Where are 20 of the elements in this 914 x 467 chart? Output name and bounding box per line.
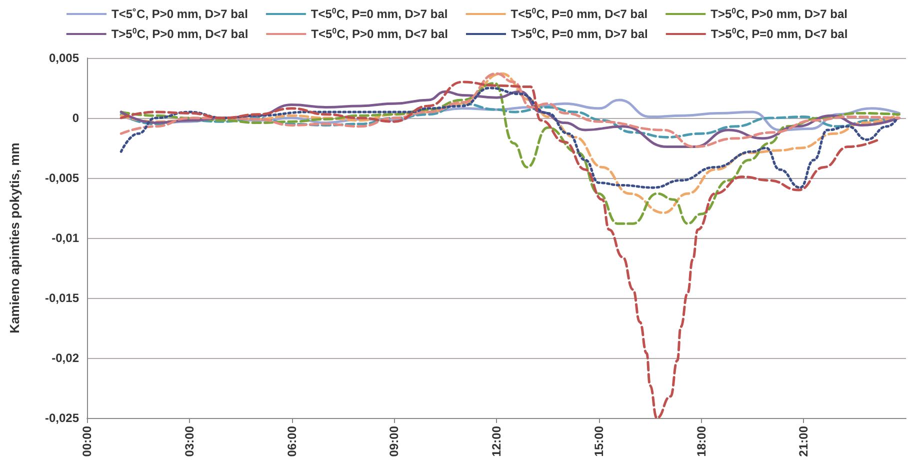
legend-label: T<5˚C, P>0 mm, D>7 bal xyxy=(112,7,248,21)
x-tick-label: 18:00 xyxy=(694,426,708,457)
y-axis-title: Kamieno apimties pokytis, mm xyxy=(7,142,22,334)
x-tick-label: 12:00 xyxy=(490,426,504,457)
x-tick-label: 09:00 xyxy=(387,426,402,457)
y-tick-label: -0,005 xyxy=(44,171,80,185)
line-series xyxy=(120,80,880,420)
x-tick-label: 03:00 xyxy=(182,426,196,457)
y-tick-label: -0,015 xyxy=(44,291,80,305)
x-tick-label: 21:00 xyxy=(796,426,811,457)
x-tick-label: 06:00 xyxy=(284,426,299,457)
y-tick-label: 0,005 xyxy=(48,51,80,65)
y-tick-label: -0,01 xyxy=(52,231,80,245)
y-tick-label: -0,025 xyxy=(44,411,80,425)
y-tick-label: 0 xyxy=(72,111,80,125)
line-series xyxy=(120,86,898,189)
x-tick-label: 15:00 xyxy=(592,426,606,457)
y-tick-label: -0,02 xyxy=(52,351,80,365)
line-series xyxy=(120,72,900,148)
x-tick-label: 00:00 xyxy=(80,426,94,457)
